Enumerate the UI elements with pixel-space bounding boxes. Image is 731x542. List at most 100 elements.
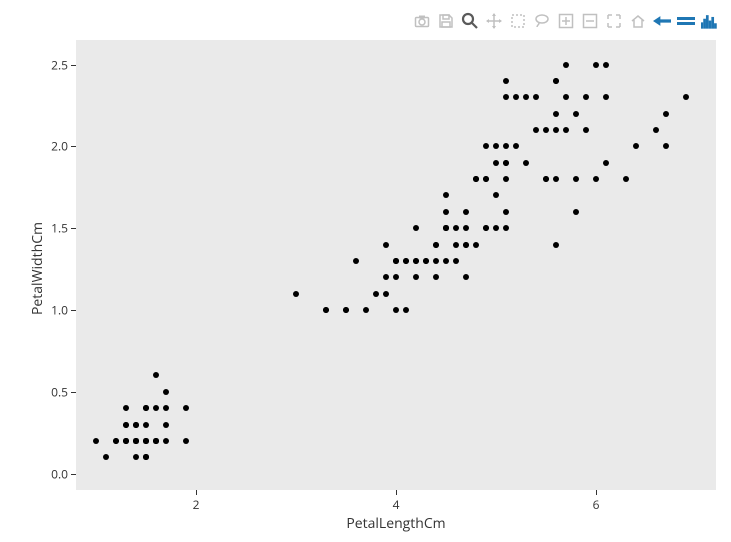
scatter-point xyxy=(523,94,529,100)
pan-icon[interactable] xyxy=(485,12,503,30)
scatter-point xyxy=(553,127,559,133)
scatter-point xyxy=(593,62,599,68)
y-tick-label: 0.0 xyxy=(51,465,68,482)
plot-area[interactable] xyxy=(76,40,716,490)
scatter-point xyxy=(563,94,569,100)
scatter-point xyxy=(603,94,609,100)
x-tick xyxy=(396,490,397,495)
y-tick xyxy=(71,474,76,475)
scatter-point xyxy=(103,454,109,460)
scatter-point xyxy=(143,405,149,411)
scatter-point xyxy=(503,78,509,84)
scatter-point xyxy=(143,422,149,428)
scatter-point xyxy=(533,94,539,100)
scatter-point xyxy=(553,78,559,84)
scatter-point xyxy=(113,438,119,444)
scatter-point xyxy=(543,127,549,133)
scatter-point xyxy=(183,405,189,411)
x-tick xyxy=(596,490,597,495)
scatter-point xyxy=(503,225,509,231)
scatter-point xyxy=(503,209,509,215)
scatter-point xyxy=(143,438,149,444)
y-tick xyxy=(71,392,76,393)
scatter-point xyxy=(293,291,299,297)
scatter-point xyxy=(163,405,169,411)
scatter-point xyxy=(403,258,409,264)
zoom-icon[interactable] xyxy=(461,12,479,30)
scatter-point xyxy=(373,291,379,297)
home-icon[interactable] xyxy=(629,12,647,30)
scatter-point xyxy=(663,111,669,117)
scatter-point xyxy=(443,225,449,231)
scatter-point xyxy=(413,258,419,264)
modebar xyxy=(413,12,719,30)
plotly-icon[interactable] xyxy=(701,12,719,30)
scatter-point xyxy=(683,94,689,100)
scatter-point xyxy=(483,225,489,231)
scatter-point xyxy=(453,242,459,248)
scatter-point xyxy=(453,225,459,231)
y-tick-label: 0.5 xyxy=(51,383,68,400)
y-tick-label: 2.0 xyxy=(51,138,68,155)
scatter-point xyxy=(583,94,589,100)
scatter-point xyxy=(453,258,459,264)
scatter-point xyxy=(153,372,159,378)
scatter-point xyxy=(483,143,489,149)
scatter-point xyxy=(133,438,139,444)
scatter-point xyxy=(123,422,129,428)
scatter-point xyxy=(153,405,159,411)
lasso-icon[interactable] xyxy=(533,12,551,30)
scatter-point xyxy=(513,143,519,149)
autoscale-icon[interactable] xyxy=(605,12,623,30)
scatter-point xyxy=(653,127,659,133)
y-tick-label: 1.5 xyxy=(51,220,68,237)
scatter-point xyxy=(473,176,479,182)
scatter-point xyxy=(503,176,509,182)
scatter-point xyxy=(153,438,159,444)
scatter-point xyxy=(443,209,449,215)
camera-icon[interactable] xyxy=(413,12,431,30)
scatter-point xyxy=(143,454,149,460)
scatter-point xyxy=(123,438,129,444)
scatter-point xyxy=(503,143,509,149)
scatter-point xyxy=(473,242,479,248)
scatter-point xyxy=(363,307,369,313)
scatter-point xyxy=(493,143,499,149)
scatter-point xyxy=(413,225,419,231)
scatter-point xyxy=(553,111,559,117)
boxselect-icon[interactable] xyxy=(509,12,527,30)
figure: PetalWidthCm PetalLengthCm 2460.00.51.01… xyxy=(0,0,731,542)
scatter-point xyxy=(563,62,569,68)
scatter-point xyxy=(663,143,669,149)
y-tick xyxy=(71,310,76,311)
x-axis-label: PetalLengthCm xyxy=(346,514,445,533)
scatter-point xyxy=(323,307,329,313)
undo-icon[interactable] xyxy=(653,12,671,30)
scatter-point xyxy=(123,405,129,411)
scatter-point xyxy=(93,438,99,444)
plot-background xyxy=(76,40,716,490)
scatter-point xyxy=(393,258,399,264)
scatter-point xyxy=(573,209,579,215)
scatter-point xyxy=(583,127,589,133)
zoomin-icon[interactable] xyxy=(557,12,575,30)
scatter-point xyxy=(533,127,539,133)
scatter-point xyxy=(163,389,169,395)
scatter-point xyxy=(623,176,629,182)
y-tick xyxy=(71,228,76,229)
scatter-point xyxy=(423,258,429,264)
scatter-point xyxy=(433,274,439,280)
y-tick-label: 1.0 xyxy=(51,302,68,319)
scatter-point xyxy=(493,192,499,198)
scatter-point xyxy=(343,307,349,313)
y-tick xyxy=(71,65,76,66)
zoomout-icon[interactable] xyxy=(581,12,599,30)
x-tick-label: 4 xyxy=(393,496,400,513)
save-icon[interactable] xyxy=(437,12,455,30)
scatter-point xyxy=(163,438,169,444)
scatter-point xyxy=(493,225,499,231)
redo-icon[interactable] xyxy=(677,12,695,30)
scatter-point xyxy=(403,307,409,313)
scatter-point xyxy=(523,160,529,166)
scatter-point xyxy=(573,111,579,117)
